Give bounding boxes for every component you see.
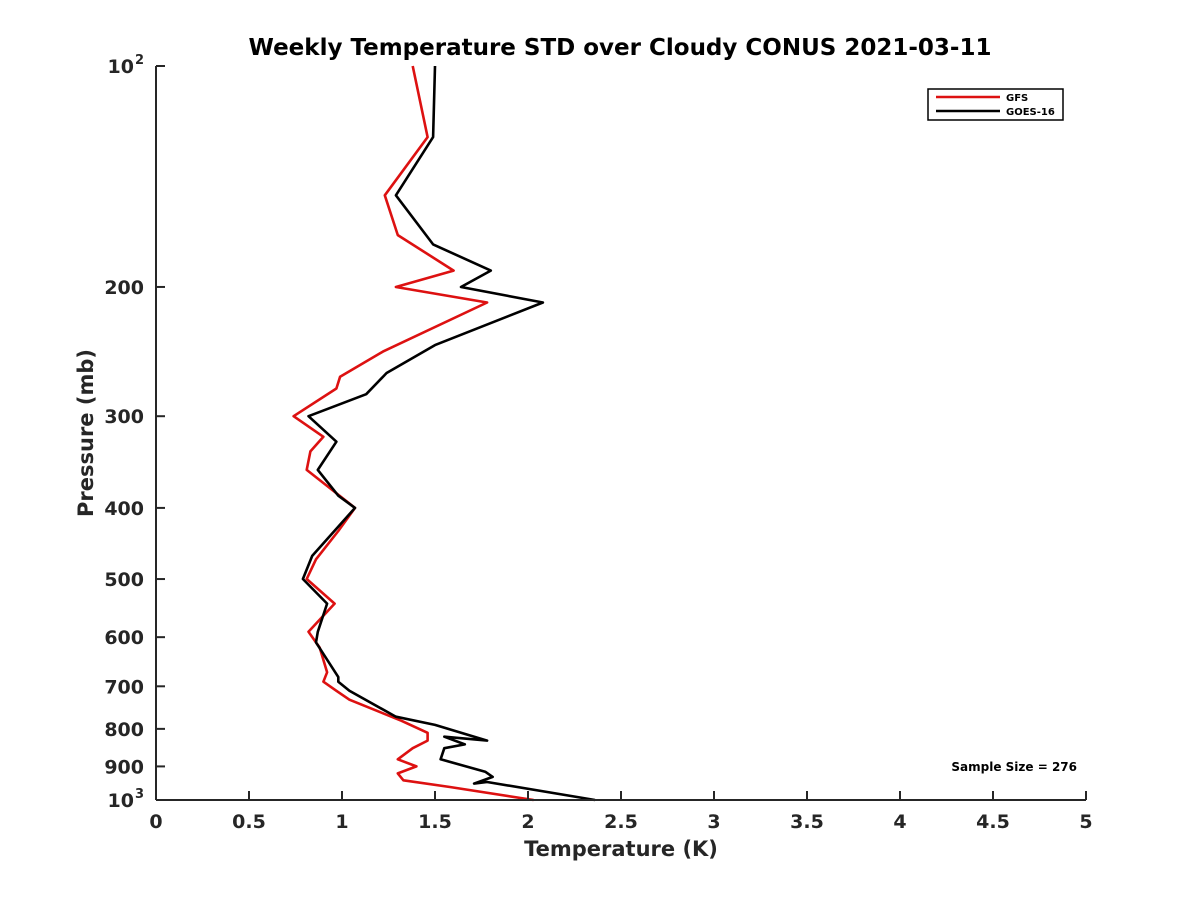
x-tick-label: 0.5 bbox=[232, 811, 266, 833]
y-tick-label: 500 bbox=[104, 569, 144, 591]
series-line-gfs bbox=[292, 65, 534, 802]
y-tick-label: 10 bbox=[108, 56, 134, 78]
x-tick-label: 4.5 bbox=[976, 811, 1010, 833]
x-tick-label: 1 bbox=[335, 811, 348, 833]
x-tick-label: 5 bbox=[1079, 811, 1092, 833]
y-tick-label: 900 bbox=[104, 756, 144, 778]
y-tick-label: 700 bbox=[104, 676, 144, 698]
chart-title: Weekly Temperature STD over Cloudy CONUS… bbox=[249, 35, 992, 61]
legend-label-goes16: GOES-16 bbox=[1006, 107, 1055, 118]
y-tick-exponent: 2 bbox=[135, 53, 144, 68]
x-tick-label: 2 bbox=[521, 811, 534, 833]
y-tick-label-group: 10 2 bbox=[108, 53, 145, 78]
y-tick-label: 10 bbox=[108, 790, 134, 812]
y-axis-label: Pressure (mb) bbox=[74, 349, 98, 517]
y-tick-exponent: 3 bbox=[135, 787, 144, 802]
x-ticks: 0 0.5 1 1.5 2 2.5 3 3.5 4 4.5 5 bbox=[149, 791, 1093, 833]
series-line-goes16 bbox=[301, 65, 596, 802]
x-axis-label: Temperature (K) bbox=[524, 837, 718, 861]
x-tick-label: 3 bbox=[707, 811, 720, 833]
x-tick-label: 3.5 bbox=[790, 811, 824, 833]
legend-label-gfs: GFS bbox=[1006, 93, 1028, 104]
y-tick-label: 400 bbox=[104, 498, 144, 520]
sample-size-annotation: Sample Size = 276 bbox=[951, 760, 1077, 774]
y-tick-label: 200 bbox=[104, 277, 144, 299]
x-tick-label: 0 bbox=[149, 811, 162, 833]
y-tick-label: 300 bbox=[104, 406, 144, 428]
x-tick-label: 2.5 bbox=[604, 811, 638, 833]
y-tick-label: 600 bbox=[104, 627, 144, 649]
y-tick-label: 800 bbox=[104, 719, 144, 741]
legend-box bbox=[927, 88, 1064, 121]
x-tick-label: 1.5 bbox=[418, 811, 452, 833]
y-tick-label-group: 10 3 bbox=[108, 787, 145, 812]
series-layer bbox=[292, 65, 596, 802]
legend: GFS GOES-16 bbox=[927, 88, 1064, 121]
x-tick-label: 4 bbox=[893, 811, 906, 833]
